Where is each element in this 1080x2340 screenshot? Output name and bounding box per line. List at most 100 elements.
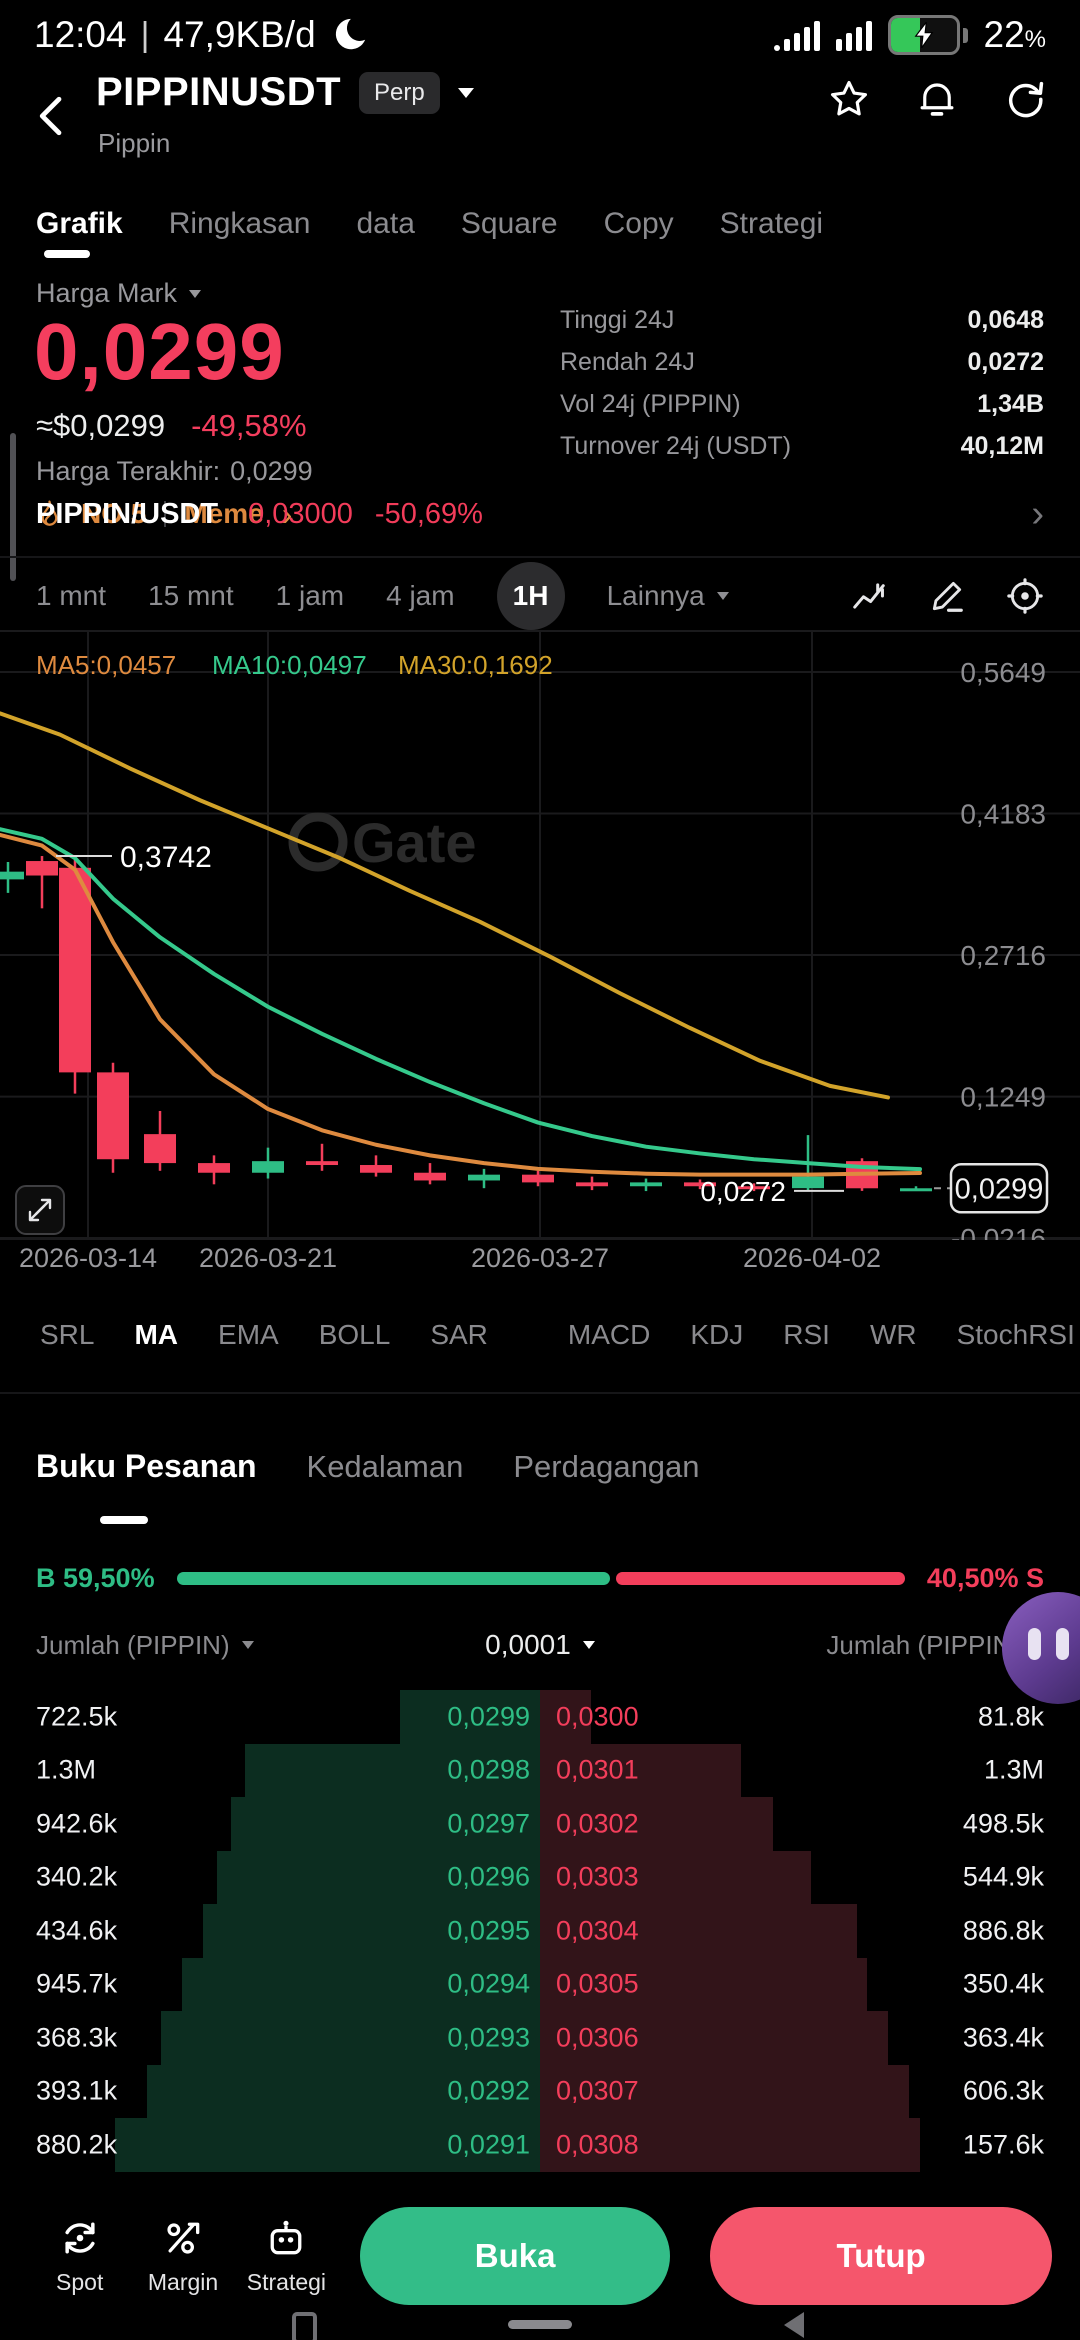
timeframe-1mnt[interactable]: 1 mnt (36, 580, 107, 611)
market-type-caret-icon[interactable] (457, 87, 474, 98)
timeframe-15mnt[interactable]: 15 mnt (148, 580, 234, 611)
indicator-srl[interactable]: SRL (40, 1319, 95, 1350)
price-type-label: Harga Mark (36, 278, 178, 308)
tab-buku-pesanan[interactable]: Buku Pesanan (36, 1448, 257, 1484)
indicator-bar: SRL MA EMA BOLL SAR MACD KDJ RSI WR Stoc… (0, 1300, 1080, 1370)
signal-strength-icon-sim2 (835, 19, 872, 51)
watermark-logo (288, 812, 348, 872)
timeframe-1jam[interactable]: 1 jam (275, 580, 345, 611)
status-bar: 12:04 | 47,9KB/d 22% (0, 6, 1080, 64)
ask-quantity: 157.6k (962, 2129, 1044, 2160)
bid-depth-bar (217, 1850, 540, 1904)
timeframe-4jam[interactable]: 4 jam (386, 580, 455, 611)
battery-percent: 22% (983, 14, 1047, 55)
margin-button[interactable]: Margin (131, 2216, 234, 2296)
bid-quantity: 434.6k (36, 1915, 118, 1946)
chevron-down-icon (189, 289, 202, 298)
buy-ratio-bar (176, 1571, 610, 1585)
open-position-button[interactable]: Buka (360, 2207, 671, 2305)
bid-quantity: 880.2k (36, 2129, 118, 2160)
bid-quantity: 368.3k (36, 2022, 118, 2053)
market-type-badge[interactable]: Perp (359, 71, 440, 114)
ask-depth-bar (540, 2118, 920, 2172)
strategy-button[interactable]: Strategi (235, 2216, 338, 2296)
ask-quantity: 81.8k (977, 1701, 1044, 1732)
token-name: Pippin (98, 128, 171, 158)
back-button[interactable] (30, 88, 74, 144)
hot-rank-label[interactable]: NO.5 (81, 498, 147, 529)
indicator-rsi[interactable]: RSI (783, 1319, 830, 1350)
orderbook-row[interactable]: 942.6k 0,0297 0,0302 498.5k (0, 1797, 1080, 1851)
tab-grafik[interactable]: Grafik (36, 207, 123, 240)
ask-quantity: 363.4k (962, 2022, 1044, 2053)
indicator-boll[interactable]: BOLL (318, 1319, 391, 1350)
orderbook-row[interactable]: 880.2k 0,0291 0,0308 157.6k (0, 2118, 1080, 2172)
chevron-down-icon (716, 592, 729, 600)
chart-style-icon[interactable] (850, 577, 888, 615)
tab-data[interactable]: data (356, 207, 415, 240)
stat-label: Turnover 24j (USDT) (560, 432, 792, 460)
candle-body (630, 1182, 662, 1187)
candlestick-chart[interactable]: Gate 0,5649 0,4183 0,2716 0,1249 -0,0216 MA5:0… (0, 630, 1080, 1240)
orderbook-tabs: Buku Pesanan Kedalaman Perdagangan (0, 1448, 1080, 1485)
timeframe-more-dropdown[interactable]: Lainnya (607, 580, 729, 612)
indicator-stochrsi[interactable]: StochRSI (956, 1319, 1075, 1350)
ask-price: 0,0306 (556, 2022, 639, 2053)
chart-settings-gear-icon[interactable] (1006, 577, 1044, 615)
indicator-macd[interactable]: MACD (567, 1319, 651, 1350)
price-type-dropdown[interactable]: Harga Mark (36, 278, 202, 309)
tab-copy[interactable]: Copy (603, 207, 674, 240)
favorite-star-icon[interactable] (828, 78, 870, 120)
orderbook-row[interactable]: 434.6k 0,0295 0,0304 886.8k (0, 1904, 1080, 1958)
tab-strategi[interactable]: Strategi (719, 207, 824, 240)
ask-quantity: 1.3M (983, 1754, 1044, 1785)
change-percent: -49,58% (191, 408, 307, 443)
alert-bell-icon[interactable] (916, 78, 958, 120)
indicator-sar[interactable]: SAR (430, 1319, 488, 1350)
candle-body (738, 1186, 770, 1190)
timeframe-1h-selected[interactable]: 1H (496, 562, 565, 630)
orderbook-row[interactable]: 393.1k 0,0292 0,0307 606.3k (0, 2064, 1080, 2118)
spot-pair-row[interactable]: PIPPIN/USDT 0,03000 -50,69% › (0, 482, 1080, 546)
orderbook-row[interactable]: 1.3M 0,0298 0,0301 1.3M (0, 1743, 1080, 1797)
floating-assistant-bubble[interactable] (1002, 1592, 1080, 1704)
spot-pair-name: PIPPIN/USDT (36, 497, 219, 530)
android-home-bar[interactable] (508, 2320, 572, 2329)
tab-square[interactable]: Square (460, 207, 558, 240)
y-axis-tick: -0,0216 (951, 1223, 1046, 1240)
margin-label: Margin (147, 2269, 219, 2295)
scrollbar-thumb[interactable] (10, 433, 16, 581)
expand-chart-icon[interactable] (15, 1185, 65, 1235)
orderbook-rows: 722.5k 0,0299 0,0300 81.8k 1.3M 0,0298 0,0301 1… (0, 1690, 1080, 2172)
indicator-kdj[interactable]: KDJ (690, 1319, 744, 1350)
orderbook-row[interactable]: 368.3k 0,0293 0,0306 363.4k (0, 2011, 1080, 2065)
spot-button[interactable]: Spot (28, 2216, 131, 2296)
ask-price: 0,0304 (556, 1915, 639, 1946)
close-position-button[interactable]: Tutup (710, 2207, 1053, 2305)
bid-quantity: 393.1k (36, 2075, 118, 2106)
candle-body (522, 1174, 554, 1183)
tab-kedalaman[interactable]: Kedalaman (306, 1448, 464, 1484)
candle-body (59, 867, 91, 1073)
refresh-icon[interactable] (1004, 78, 1046, 120)
orderbook-row[interactable]: 340.2k 0,0296 0,0303 544.9k (0, 1850, 1080, 1904)
tab-ringkasan[interactable]: Ringkasan (168, 207, 311, 240)
category-link[interactable]: Meme (184, 498, 264, 529)
bid-price: 0,0296 (447, 1861, 530, 1892)
ratio-bar (176, 1571, 905, 1585)
tick-size-dropdown[interactable]: 0,0001 (485, 1629, 595, 1661)
tab-perdagangan[interactable]: Perdagangan (513, 1448, 700, 1484)
android-back-button[interactable] (784, 2312, 804, 2338)
indicator-ema[interactable]: EMA (218, 1319, 279, 1350)
amount-unit-dropdown-left[interactable]: Jumlah (PIPPIN) (36, 1630, 254, 1661)
orderbook-row[interactable]: 722.5k 0,0299 0,0300 81.8k (0, 1690, 1080, 1744)
orderbook-row[interactable]: 945.7k 0,0294 0,0305 350.4k (0, 1957, 1080, 2011)
indicator-wr[interactable]: WR (869, 1319, 917, 1350)
last-price-label: 0,0299 (955, 1173, 1044, 1205)
android-recents-button[interactable] (292, 2312, 317, 2340)
bid-price: 0,0294 (447, 1968, 530, 1999)
bid-quantity: 340.2k (36, 1861, 118, 1892)
indicator-ma[interactable]: MA (134, 1319, 179, 1350)
draw-pencil-icon[interactable] (928, 577, 966, 615)
ask-price: 0,0302 (556, 1808, 639, 1839)
